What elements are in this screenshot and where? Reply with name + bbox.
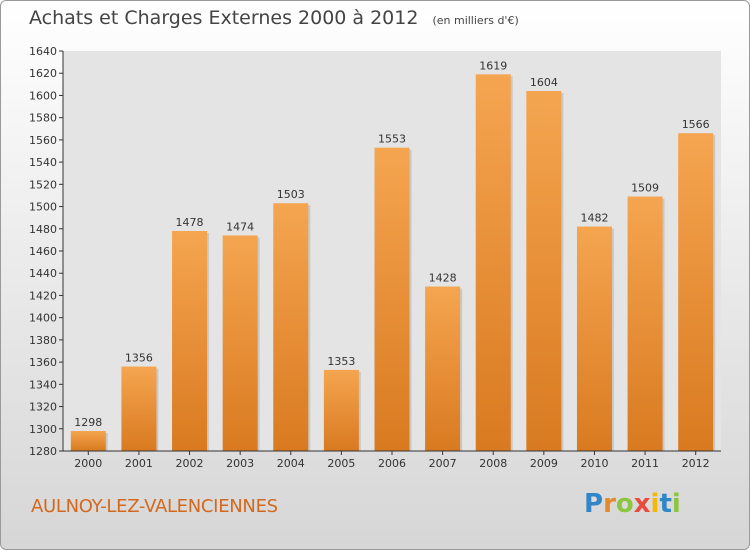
y-tick-label: 1440 — [29, 267, 57, 280]
logo-letter: i — [671, 489, 681, 519]
bar-value-label: 1353 — [327, 355, 355, 368]
x-tick-label: 2007 — [429, 457, 457, 470]
bar-value-label: 1619 — [479, 59, 507, 72]
y-tick-label: 1340 — [29, 378, 57, 391]
chart-unit: (en milliers d'€) — [432, 14, 519, 27]
y-tick-label: 1500 — [29, 201, 57, 214]
y-tick-label: 1620 — [29, 67, 57, 80]
x-tick-label: 2002 — [176, 457, 204, 470]
town-name: AULNOY-LEZ-VALENCIENNES — [31, 496, 278, 517]
x-tick-label: 2006 — [378, 457, 406, 470]
proxiti-logo[interactable]: Proxiti — [584, 489, 681, 519]
bar-2009 — [526, 91, 562, 451]
x-tick-label: 2003 — [226, 457, 254, 470]
bar-value-label: 1503 — [277, 188, 305, 201]
axis-layer: 2000 2001 2002 2003 2004 2005 2006 2007 2008 2009… — [29, 45, 721, 470]
y-tick-label: 1420 — [29, 289, 57, 302]
x-tick-label: 2005 — [327, 457, 355, 470]
bar-2003 — [222, 235, 258, 451]
y-tick-label: 1540 — [29, 156, 57, 169]
bar-2002 — [172, 231, 208, 451]
bar-2008 — [475, 74, 511, 451]
bar-value-label: 1566 — [682, 118, 710, 131]
x-tick-label: 2009 — [530, 457, 558, 470]
bar-2001 — [121, 366, 157, 451]
y-tick-label: 1480 — [29, 223, 57, 236]
y-tick-label: 1560 — [29, 134, 57, 147]
bar-value-label: 1553 — [378, 133, 406, 146]
x-tick-label: 2008 — [479, 457, 507, 470]
y-tick-label: 1640 — [29, 45, 57, 58]
y-tick-label: 1580 — [29, 112, 57, 125]
logo-letter: x — [633, 489, 651, 519]
y-tick-label: 1360 — [29, 356, 57, 369]
bar-value-label: 1604 — [530, 76, 558, 89]
y-tick-label: 1380 — [29, 334, 57, 347]
bar-value-label: 1482 — [580, 212, 608, 225]
y-tick-label: 1300 — [29, 423, 57, 436]
chart-title: Achats et Charges Externes 2000 à 2012 — [29, 7, 419, 29]
bar-2004 — [273, 203, 309, 451]
logo-letter: o — [615, 489, 634, 519]
x-tick-label: 2004 — [277, 457, 305, 470]
bar-value-label: 1478 — [176, 216, 204, 229]
bar-value-label: 1356 — [125, 352, 153, 365]
title-row: Achats et Charges Externes 2000 à 2012 (e… — [29, 7, 519, 29]
bar-2010 — [576, 226, 612, 451]
bar-2005 — [323, 369, 359, 451]
x-tick-label: 2012 — [682, 457, 710, 470]
bar-value-label: 1509 — [631, 182, 659, 195]
y-tick-label: 1460 — [29, 245, 57, 258]
bar-2012 — [678, 133, 714, 451]
bar-2006 — [374, 147, 410, 451]
y-tick-label: 1520 — [29, 178, 57, 191]
bar-value-label: 1474 — [226, 220, 254, 233]
logo-letter: r — [603, 489, 616, 519]
logo-letter: i — [650, 489, 660, 519]
bar-2011 — [627, 196, 663, 451]
y-tick-label: 1400 — [29, 312, 57, 325]
bar-2007 — [425, 286, 461, 451]
y-tick-label: 1320 — [29, 401, 57, 414]
bar-value-label: 1298 — [74, 416, 102, 429]
x-tick-label: 2001 — [125, 457, 153, 470]
bars-layer: 1298 1356 1478 1474 1503 1353 1553 1428 1619 1604… — [70, 59, 716, 451]
x-tick-label: 2011 — [631, 457, 659, 470]
y-tick-label: 1600 — [29, 89, 57, 102]
x-tick-label: 2000 — [74, 457, 102, 470]
logo-letter: t — [659, 489, 672, 519]
x-tick-label: 2010 — [580, 457, 608, 470]
bar-value-label: 1428 — [429, 272, 457, 285]
logo-letter: P — [584, 489, 604, 519]
y-tick-label: 1280 — [29, 445, 57, 458]
bar-2000 — [70, 431, 106, 451]
